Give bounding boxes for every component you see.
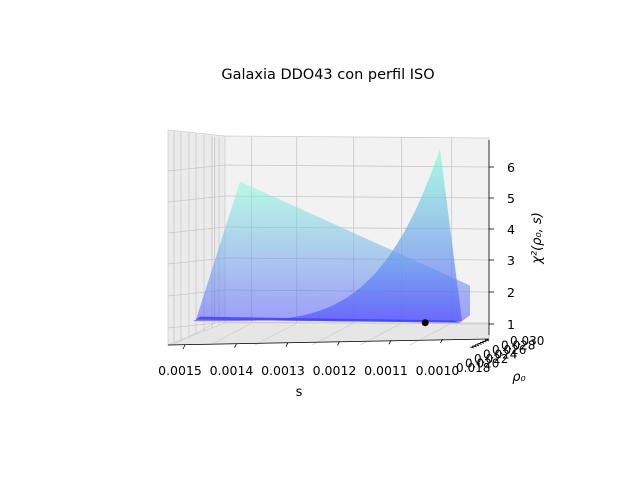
x-tick-label: 0.0012 xyxy=(313,363,357,378)
y-tick-mark xyxy=(472,345,477,348)
y-tick-mark xyxy=(474,344,480,346)
floor-grid-line xyxy=(311,322,355,346)
z-grid-line xyxy=(167,226,226,234)
y-tick-label: 0.026 xyxy=(492,343,526,357)
x-tick-label: 0.0013 xyxy=(261,363,305,378)
x-axis-line xyxy=(167,338,490,346)
x-tick-label: 0.0011 xyxy=(364,363,408,378)
x-tick-label: 0.0010 xyxy=(416,363,460,378)
y-tick-label: 0.024 xyxy=(483,348,517,362)
y-axis-label: ρ₀ xyxy=(512,370,526,385)
y-tick-label: 0.030 xyxy=(510,334,544,348)
y-tick-mark xyxy=(477,343,482,345)
surface-floor-region xyxy=(196,316,460,323)
x-axis-label: s xyxy=(296,385,303,400)
y-tick-label: 0.018 xyxy=(456,361,490,375)
y-tick-mark xyxy=(469,346,475,349)
y-tick-label: 0.028 xyxy=(501,339,535,353)
y-tick-mark xyxy=(482,340,487,343)
x-tick-mark xyxy=(285,342,289,347)
minimum-point xyxy=(421,319,429,327)
floor-grid-line xyxy=(409,322,453,346)
z-tick-label: 1 xyxy=(507,317,515,332)
z-tick-label: 4 xyxy=(507,222,515,237)
z-grid-line xyxy=(224,321,490,325)
x-tick-mark xyxy=(440,338,443,344)
surface-front-sheet xyxy=(196,181,470,323)
x-tick-label: 0.0015 xyxy=(158,363,202,378)
floor-grid-line xyxy=(172,322,216,346)
y-tick-mark xyxy=(479,341,485,344)
y-tick-label: 0.022 xyxy=(474,352,508,366)
y-tick-label: 0.020 xyxy=(465,357,499,371)
z-tick-label: 3 xyxy=(507,253,515,268)
z-tick-label: 5 xyxy=(507,191,515,206)
z-grid-line xyxy=(167,321,226,329)
x-tick-mark xyxy=(234,343,237,348)
floor-grid-line xyxy=(254,322,298,346)
x-tick-mark xyxy=(182,344,186,350)
z-axis-ticks: 1 2 3 4 5 6 xyxy=(489,160,515,332)
x-axis-ticks: 0.0015 0.0014 0.0013 0.0012 0.0011 0.0010 xyxy=(158,338,460,378)
z-grid-line xyxy=(167,164,226,172)
x-tick-label: 0.0014 xyxy=(210,363,254,378)
x-tick-mark xyxy=(337,341,340,346)
x-tick-mark xyxy=(388,340,392,345)
z-grid-line xyxy=(167,195,226,203)
z-grid-line xyxy=(224,164,490,168)
z-tick-label: 6 xyxy=(507,160,515,175)
z-tick-label: 2 xyxy=(507,285,515,300)
chart-title: Galaxia DDO43 con perfil ISO xyxy=(221,67,434,83)
floor-grid-line xyxy=(209,322,253,346)
chi2-surface xyxy=(193,148,470,323)
z-axis-label: χ²(ρ₀, s) xyxy=(530,212,545,265)
y-tick-mark xyxy=(484,339,490,342)
